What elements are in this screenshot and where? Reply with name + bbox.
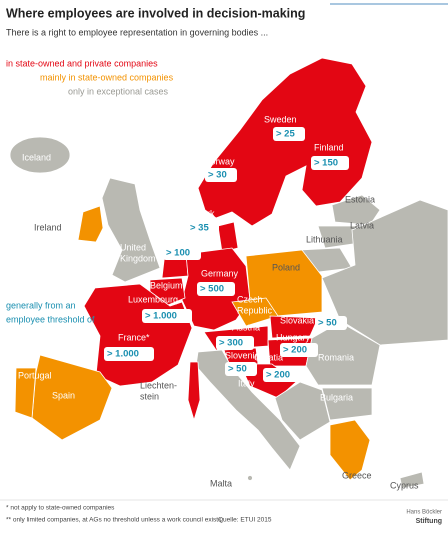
threshold-label: > 50 [318,318,337,329]
map [9,57,448,489]
threshold-box [315,316,347,330]
threshold-label: > 500 [200,284,224,295]
country-label: Latvia [350,220,374,230]
cyprus [399,471,425,489]
country-label: France* [118,332,150,342]
western-strip [187,361,201,422]
threshold-label: > 35 [190,223,209,234]
iceland [9,136,71,174]
country-label: Liechten- [140,380,177,390]
country-label: Croatia [254,352,283,362]
country-label: Luxembourg [128,294,178,304]
threshold-label: > 1.000 [145,311,177,322]
ireland [77,205,104,243]
country-label: Netherlands [150,234,199,244]
legend-entry: only in exceptional cases [68,86,169,96]
malta [247,475,253,481]
country-label: Lithuania [306,234,343,244]
threshold-box [273,127,305,141]
country-label: stein [140,391,159,401]
denmark [217,221,239,253]
country-label: Slovenia [225,350,260,360]
country-label: Iceland [22,152,51,162]
estonia [331,194,381,226]
country-label: Estonia [345,194,375,204]
subtitle: There is a right to employee representat… [6,27,268,37]
threshold-label: > 1.000 [107,349,139,360]
country-label: Portugal [18,370,52,380]
country-label: Germany [201,268,239,278]
threshold-box [104,347,154,361]
legend-entry: mainly in state-owned companies [40,72,174,82]
uk [101,177,161,283]
threshold-box [205,168,237,182]
threshold-box [142,309,192,323]
portugal [14,367,37,419]
threshold-label: > 150 [314,158,338,169]
country-label: Norway [204,156,235,166]
country-label: Malta [210,478,232,488]
country-label: Belgium [150,280,183,290]
legend-entry: in state-owned and private companies [6,58,158,68]
country-label: Hungary [276,332,311,342]
country-label: Italy [238,378,255,388]
country-label: Poland [272,262,300,272]
threshold-box [216,336,254,350]
country-label: Austria [232,322,260,332]
country-label: Republic [237,305,273,315]
threshold-box [187,221,219,235]
threshold-note: generally from an [6,300,76,310]
source: Quelle: ETUI 2015 [218,517,272,524]
balkans [274,381,331,441]
threshold-label: > 100 [166,248,190,259]
footnote: ** only limited companies, at AGs no thr… [6,517,223,524]
threshold-box [225,362,257,376]
country-label: Bulgaria [320,392,353,402]
country-label: Denmark [178,208,215,218]
country-label: Sweden [264,114,297,124]
threshold-label: > 25 [276,129,295,140]
threshold-box [280,343,318,357]
threshold-label: > 200 [283,345,307,356]
threshold-box [263,368,301,382]
threshold-label: > 50 [228,364,247,375]
logo: Hans Böckler [406,510,442,516]
logo: Stiftung [416,518,442,525]
threshold-label: > 30 [208,170,227,181]
country-label: Ireland [34,222,62,232]
threshold-box [311,156,349,170]
country-label: Slovakia [280,315,314,325]
country-label: Greece [342,470,372,480]
threshold-box [163,246,201,260]
threshold-box [197,282,235,296]
greece [329,419,371,481]
country-label: Czech [237,294,263,304]
country-label: Romania [318,352,354,362]
threshold-note: employee threshold of [6,314,95,324]
slovakia [269,315,319,339]
threshold-label: > 300 [219,338,243,349]
country-label: Spain [52,390,75,400]
bulgaria [321,387,373,421]
country-label: Cyprus [390,480,419,490]
country-label: Finland [314,142,344,152]
country-label: United [120,242,146,252]
title: Where employees are involved in decision… [6,6,305,20]
country-label: Kingdom [120,253,156,263]
threshold-label: > 200 [266,370,290,381]
scandinavia [197,57,373,227]
footnote: * not apply to state-owned companies [6,505,115,512]
